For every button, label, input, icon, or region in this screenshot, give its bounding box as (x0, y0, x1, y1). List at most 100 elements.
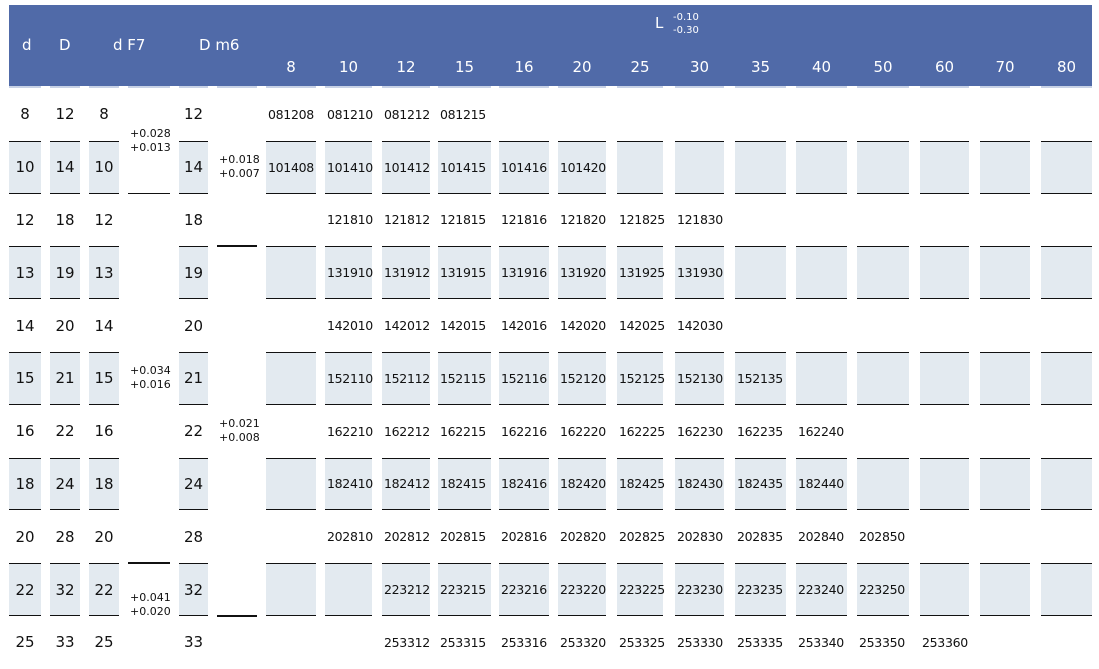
cell-dF7: 14 (94, 316, 114, 335)
cell-part-code (857, 194, 909, 247)
header-Dm6: D m6 (199, 36, 240, 54)
cell-part-code (980, 352, 1030, 405)
group-divider (128, 562, 170, 564)
cell-part-code: 202820 (560, 529, 606, 545)
cell-part-code (266, 405, 316, 458)
cell-part-code: 223215 (438, 563, 491, 616)
tolerance-Dm6: +0.021 +0.008 (219, 417, 260, 445)
cell-part-code: 223250 (857, 563, 909, 616)
cell-part-code: 162216 (501, 423, 547, 439)
header-underline (499, 86, 549, 88)
cell-d: 13 (9, 246, 41, 300)
cell-part-code: 101420 (558, 140, 606, 194)
cell-part-code: 152135 (735, 352, 786, 405)
cell-d: 16 (15, 422, 35, 441)
cell-part-code: 202830 (677, 529, 723, 545)
cell-part-code: 152125 (617, 352, 665, 405)
cell-D: 21 (50, 352, 80, 405)
header-length-8: 8 (286, 58, 296, 76)
cell-d: 10 (9, 140, 41, 194)
group-divider (217, 615, 257, 617)
cell-part-code: 162212 (384, 423, 430, 439)
cell-part-code: 202812 (384, 529, 430, 545)
cell-part-code (266, 352, 316, 405)
cell-part-code (857, 299, 909, 352)
cell-part-code: 152110 (325, 352, 373, 405)
cell-part-code (920, 405, 969, 458)
header-length-20: 20 (572, 58, 592, 76)
cell-D: 24 (50, 457, 80, 511)
cell-d: 25 (15, 633, 35, 652)
cell-part-code: 253316 (501, 634, 547, 650)
cell-part-code (920, 88, 969, 141)
cell-part-code: 253360 (922, 634, 968, 650)
cell-dF7: 25 (94, 633, 114, 652)
cell-part-code (980, 510, 1030, 563)
cell-part-code: 162225 (619, 423, 665, 439)
cell-part-code: 253312 (384, 634, 430, 650)
cell-part-code (1041, 510, 1092, 563)
cell-part-code: 101408 (266, 140, 316, 194)
cell-part-code: 253315 (440, 634, 486, 650)
header-length-70: 70 (995, 58, 1015, 76)
cell-part-code (796, 194, 847, 247)
cell-part-code (1041, 563, 1092, 616)
cell-part-code (920, 194, 969, 247)
tolerance-dF7: +0.041 +0.020 (130, 591, 171, 619)
cell-part-code (980, 194, 1030, 247)
cell-part-code: 162235 (737, 423, 783, 439)
cell-part-code: 121810 (327, 212, 373, 228)
cell-part-code (266, 246, 316, 300)
header-underline (217, 86, 257, 88)
cell-part-code (920, 510, 969, 563)
cell-part-code: 253320 (560, 634, 606, 650)
cell-part-code (266, 563, 316, 616)
cell-part-code (796, 352, 847, 405)
cell-part-code: 121816 (501, 212, 547, 228)
cell-part-code: 223225 (617, 563, 665, 616)
tolerance-lower: +0.020 (130, 605, 171, 619)
cell-part-code (617, 140, 663, 194)
cell-part-code (266, 510, 316, 563)
cell-part-code (558, 88, 606, 141)
cell-part-code: 152116 (499, 352, 549, 405)
cell-d: 15 (9, 352, 41, 405)
cell-part-code (266, 457, 316, 511)
cell-part-code: 182430 (675, 457, 724, 511)
cell-dF7: 13 (89, 246, 119, 300)
cell-part-code: 253325 (619, 634, 665, 650)
header-length-35: 35 (750, 58, 771, 76)
header-underline (558, 86, 606, 88)
cell-part-code: 101416 (499, 140, 549, 194)
cell-part-code: 142010 (327, 318, 373, 334)
cell-part-code (1041, 405, 1092, 458)
header-length-40: 40 (811, 58, 832, 76)
cell-part-code: 121825 (619, 212, 665, 228)
cell-part-code: 142015 (440, 318, 486, 334)
tolerance-lower: +0.008 (219, 431, 260, 445)
cell-part-code: 121820 (560, 212, 606, 228)
cell-part-code (1041, 352, 1092, 405)
tolerance-lower: +0.013 (130, 140, 171, 154)
cell-Dm6: 33 (183, 633, 204, 652)
cell-Dm6: 20 (183, 316, 204, 335)
cell-part-code (325, 563, 372, 616)
header-underline (857, 86, 909, 88)
header-length-12: 12 (396, 58, 416, 76)
header-length-16: 16 (514, 58, 534, 76)
cell-dF7: 18 (89, 457, 119, 511)
cell-D: 20 (55, 316, 75, 335)
cell-part-code: 131910 (325, 246, 373, 300)
cell-part-code (266, 616, 316, 669)
cell-part-code (675, 88, 724, 141)
header-dF7: d F7 (113, 36, 146, 54)
cell-part-code: 142012 (384, 318, 430, 334)
cell-part-code: 131930 (675, 246, 724, 300)
tolerance-dF7: +0.034 +0.016 (130, 364, 171, 392)
cell-part-code: 131912 (382, 246, 430, 300)
cell-part-code: 162230 (677, 423, 723, 439)
header-underline (128, 86, 170, 88)
header-underline (438, 86, 491, 88)
header-D: D (59, 36, 71, 54)
cell-part-code (796, 88, 847, 141)
